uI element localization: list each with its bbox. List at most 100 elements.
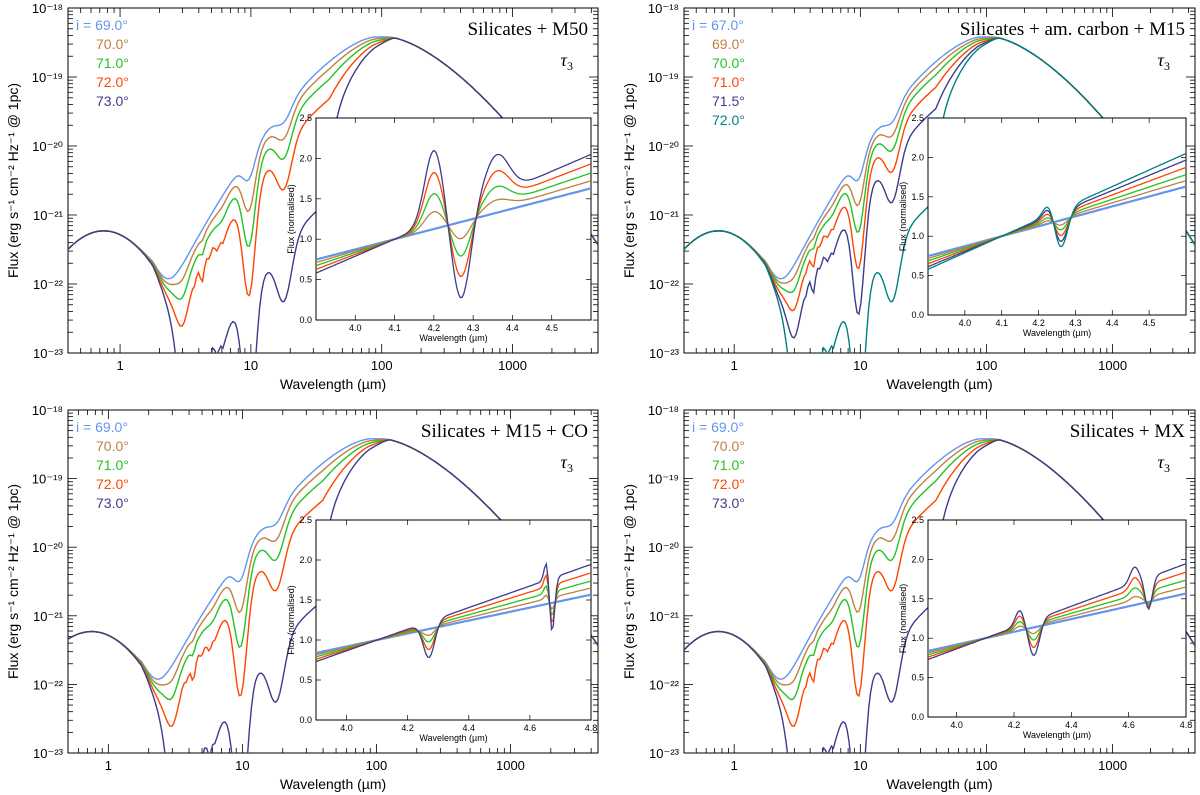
inset-plot: 4.0 4.2 4.4 4.6 4.8 0.0 0.5 1.0 1.5 2.0 2.5 Wavelen… <box>286 515 597 743</box>
legend-entry-1: i = 69.0° <box>76 17 128 33</box>
x-axis-title: Wavelength (µm) <box>886 376 992 392</box>
inset-series-line-3 <box>316 172 591 267</box>
tau-label: τ3 <box>561 50 573 73</box>
inset-y-tick-label: 2.0 <box>911 554 924 564</box>
inset-y-tick-label: 1.0 <box>299 635 312 645</box>
inset-x-tick-label: 4.2 <box>428 323 441 333</box>
plot-frame <box>683 7 1196 354</box>
inset-series-line-6 <box>928 152 1186 270</box>
inset-y-tick-label: 2.5 <box>299 113 312 123</box>
inset-y-tick-label: 0.0 <box>911 712 924 722</box>
x-axis-title: Wavelength (µm) <box>886 776 992 792</box>
tau-label: τ3 <box>1158 50 1170 73</box>
y-axis-title: Flux (erg s⁻¹ cm⁻² Hz⁻¹ @ 1pc) <box>5 484 21 679</box>
inset-series-group <box>316 149 591 299</box>
tau-symbol: τ <box>561 452 568 472</box>
legend-entry-3: 71.0° <box>712 457 745 473</box>
legend: i = 67.0° 69.0° 70.0° 71.0° 71.5° 72.0° <box>692 17 745 128</box>
inset-x-tick-label: 4.4 <box>463 723 476 733</box>
y-tick-label: 10⁻¹⁸ <box>32 1 63 16</box>
inset-series-group <box>928 563 1186 661</box>
tau-symbol: τ <box>1158 452 1165 472</box>
legend-entry-4: 72.0° <box>96 74 129 90</box>
inset-y-tick-label: 1.5 <box>299 194 312 204</box>
inset-x-tick-label: 4.6 <box>524 723 537 733</box>
y-tick-label: 10⁻¹⁸ <box>32 403 63 418</box>
inset-y-tick-label: 2.0 <box>299 555 312 565</box>
legend-entry-2: 69.0° <box>712 36 745 52</box>
x-tick-label: 10 <box>244 358 258 373</box>
legend-entry-1: i = 69.0° <box>692 419 744 435</box>
y-tick-label: 10⁻²¹ <box>649 208 680 223</box>
y-tick-label: 10⁻²¹ <box>33 208 64 223</box>
x-axis-title: Wavelength (µm) <box>280 376 386 392</box>
x-tick-label: 1000 <box>496 758 525 773</box>
plot-frame <box>67 7 599 354</box>
inset-plot: 4.0 4.1 4.2 4.3 4.4 4.5 0.0 0.5 1.0 1.5 2.0 2.5 Wave… <box>898 113 1187 338</box>
y-tick-label: 10⁻²⁰ <box>648 540 679 555</box>
panel-1: 1 10 100 1000 10⁻²³ 10⁻²² 10⁻²¹ 10⁻²⁰ 10⁻¹⁹ 10⁻¹⁸… <box>5 1 599 392</box>
panel-title: Silicates + M15 + CO <box>421 421 588 442</box>
panel-3: 1 10 100 1000 10⁻²³ 10⁻²² 10⁻²¹ 10⁻²⁰ 10⁻¹⁹ 10⁻¹⁸… <box>5 403 599 792</box>
panel-2: 1 10 100 1000 10⁻²³ 10⁻²² 10⁻²¹ 10⁻²⁰ 10⁻¹⁹ 10⁻¹⁸… <box>621 1 1196 392</box>
inset-frame <box>315 519 592 721</box>
legend-entry-3: 71.0° <box>96 55 129 71</box>
inset-series-line-5 <box>316 561 591 663</box>
inset-y-tick-label: 0.0 <box>299 715 312 725</box>
legend-entry-2: 70.0° <box>96 438 129 454</box>
inset-series-group <box>316 561 591 663</box>
inset-series-line-5 <box>316 149 591 299</box>
y-tick-label: 10⁻²² <box>33 677 64 692</box>
x-tick-label: 100 <box>371 358 393 373</box>
x-tick-label: 10 <box>853 358 867 373</box>
inset-frame <box>315 117 592 321</box>
inset-x-tick-label: 4.0 <box>340 723 353 733</box>
x-tick-label: 1000 <box>1098 758 1127 773</box>
inset-y-axis-title: Flux (normalised) <box>286 585 296 655</box>
inset-x-tick-label: 4.0 <box>959 318 972 328</box>
inset-x-axis-title: Wavelength (µm) <box>1023 730 1091 740</box>
inset-plot: 4.0 4.2 4.4 4.6 4.8 0.0 0.5 1.0 1.5 2.0 2.5 Wavelen… <box>898 515 1192 740</box>
y-tick-label: 10⁻¹⁸ <box>648 1 679 16</box>
panel-4: 1 10 100 1000 10⁻²³ 10⁻²² 10⁻²¹ 10⁻²⁰ 10⁻¹⁹ 10⁻¹⁸… <box>621 403 1196 792</box>
y-tick-label: 10⁻²³ <box>649 346 680 361</box>
inset-x-tick-label: 4.2 <box>1032 318 1045 328</box>
legend-entry-1: i = 67.0° <box>692 17 744 33</box>
x-tick-label: 1000 <box>498 358 527 373</box>
legend-entry-2: 70.0° <box>712 438 745 454</box>
legend-entry-4: 72.0° <box>712 476 745 492</box>
y-tick-label: 10⁻¹⁹ <box>32 70 63 85</box>
x-tick-label: 100 <box>976 758 998 773</box>
legend-entry-5: 73.0° <box>96 495 129 511</box>
inset-y-tick-label: 1.0 <box>911 633 924 643</box>
legend-entry-3: 71.0° <box>96 457 129 473</box>
tau-label: τ3 <box>1158 452 1170 475</box>
inset-series-group <box>928 152 1186 270</box>
inset-x-tick-label: 4.4 <box>506 323 519 333</box>
inset-y-axis-title: Flux (normalised) <box>898 584 908 654</box>
y-tick-label: 10⁻¹⁹ <box>648 70 679 85</box>
inset-x-tick-label: 4.1 <box>995 318 1008 328</box>
inset-y-axis-title: Flux (normalised) <box>898 182 908 252</box>
legend-entry-5: 73.0° <box>96 93 129 109</box>
y-axis-title: Flux (erg s⁻¹ cm⁻² Hz⁻¹ @ 1pc) <box>621 83 637 278</box>
y-tick-label: 10⁻²³ <box>33 746 64 761</box>
inset-series-line-4 <box>928 166 1186 265</box>
x-tick-label: 10 <box>853 758 867 773</box>
inset-y-tick-label: 1.5 <box>911 594 924 604</box>
inset-series-line-2 <box>928 179 1186 260</box>
legend-entry-1: i = 69.0° <box>76 419 128 435</box>
y-tick-label: 10⁻²² <box>649 677 680 692</box>
panel-title: Silicates + am. carbon + M15 <box>960 19 1185 40</box>
y-tick-label: 10⁻²¹ <box>649 609 680 624</box>
inset-y-tick-label: 0.5 <box>911 271 924 281</box>
inset-y-tick-label: 1.0 <box>299 234 312 244</box>
tau-subscript: 3 <box>567 59 573 73</box>
panel-title: Silicates + M50 <box>468 19 589 40</box>
inset-series-line-5 <box>928 563 1186 661</box>
inset-x-tick-label: 4.5 <box>545 323 558 333</box>
inset-plot: 4.0 4.1 4.2 4.3 4.4 4.5 0.0 0.5 1.0 1.5 2.0 2.5 Wave… <box>286 113 592 343</box>
panel-title: Silicates + MX <box>1070 421 1185 442</box>
legend-entry-4: 72.0° <box>96 476 129 492</box>
